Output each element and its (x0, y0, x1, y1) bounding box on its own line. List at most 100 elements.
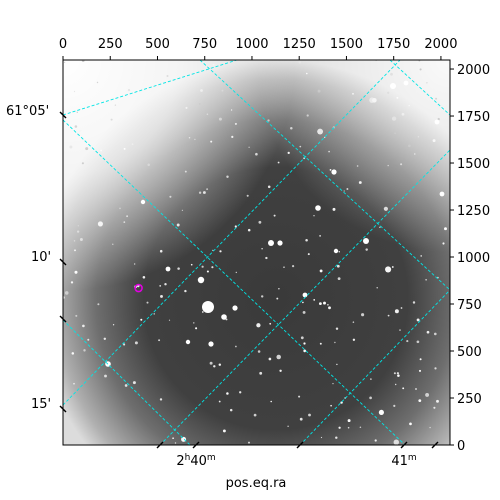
star (198, 191, 202, 194)
star (324, 136, 326, 139)
star (257, 350, 261, 353)
star (387, 164, 389, 167)
star (426, 330, 430, 334)
star (390, 72, 393, 76)
star (387, 91, 390, 94)
star (319, 269, 323, 273)
star (159, 398, 163, 401)
bright-star (185, 339, 191, 345)
star (247, 228, 251, 232)
star (337, 277, 341, 281)
star (246, 194, 249, 197)
star (352, 338, 356, 341)
star (256, 323, 261, 328)
star (226, 392, 229, 395)
ra-tick-mark (431, 441, 439, 449)
star (418, 399, 422, 402)
star (401, 112, 405, 116)
star (66, 441, 69, 444)
ra-tick-mid: 40 (190, 454, 207, 469)
star (229, 408, 233, 412)
star (267, 185, 271, 189)
star (235, 271, 237, 274)
star (412, 301, 416, 304)
star (166, 75, 169, 77)
star (81, 162, 84, 165)
star (209, 361, 213, 365)
star (378, 409, 384, 415)
star (374, 439, 377, 442)
star (123, 343, 126, 346)
star (399, 329, 401, 331)
ra-tick-mark (156, 441, 164, 449)
star (258, 220, 262, 224)
star (419, 358, 422, 361)
star (261, 248, 263, 250)
star (110, 118, 113, 121)
star (112, 324, 115, 326)
star (396, 372, 400, 375)
star (418, 369, 422, 372)
top-tick-label: 1250 (283, 37, 316, 52)
star (184, 289, 187, 293)
bright-star (333, 248, 339, 254)
star (302, 310, 306, 314)
star (213, 365, 216, 368)
grid-line (389, 60, 450, 116)
right-tick-label: 0 (457, 439, 465, 454)
star (185, 106, 188, 109)
star (153, 313, 155, 315)
star (73, 382, 75, 385)
star (415, 388, 417, 390)
star (198, 103, 201, 105)
star (387, 314, 390, 317)
top-tick-label: 250 (98, 37, 123, 52)
star (393, 439, 400, 445)
star (307, 253, 310, 256)
bright-star (434, 119, 440, 125)
star (206, 188, 209, 191)
star (158, 339, 161, 342)
star (287, 151, 290, 155)
star (234, 122, 237, 125)
star (194, 138, 196, 141)
star (190, 263, 193, 266)
star (253, 413, 257, 417)
star (124, 139, 127, 142)
right-tick-label: 500 (457, 345, 482, 360)
star (147, 163, 150, 167)
star (299, 417, 303, 421)
star (343, 190, 345, 192)
ra-tick-sup: m (408, 453, 417, 463)
star (100, 149, 102, 152)
star (330, 404, 332, 407)
star (334, 341, 336, 344)
star (97, 303, 100, 306)
star (437, 117, 440, 121)
star (278, 288, 280, 290)
right-tick-label: 750 (457, 298, 482, 313)
star (306, 72, 308, 75)
star (70, 281, 74, 284)
star (319, 302, 322, 305)
star (313, 299, 316, 301)
star (283, 266, 285, 268)
bright-star (331, 169, 337, 175)
star (442, 242, 445, 245)
star (134, 263, 136, 265)
star (298, 395, 301, 398)
grid-line (299, 289, 450, 445)
star (169, 195, 172, 198)
star (298, 60, 302, 64)
star (177, 267, 180, 270)
top-tick-label: 750 (192, 37, 217, 52)
star (394, 309, 399, 314)
star (71, 352, 75, 355)
top-tick-label: 1750 (377, 37, 410, 52)
star (397, 374, 400, 377)
star (259, 371, 263, 375)
grid-line (199, 60, 450, 291)
star (230, 109, 233, 111)
star (114, 104, 117, 106)
